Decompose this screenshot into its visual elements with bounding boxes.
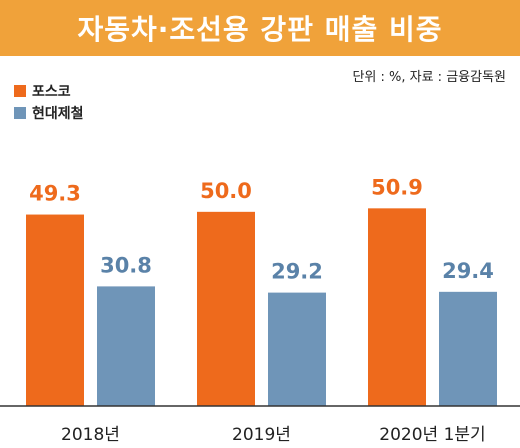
data-label-series2-1: 30.8 [100,253,152,277]
bar-series2-3 [439,291,497,406]
x-tick-label-3: 2020년 1분기 [379,425,485,445]
bar-series1-3 [368,208,426,406]
legend: 포스코 현대제철 [14,80,84,124]
legend-item-posco: 포스코 [14,80,84,102]
x-tick-label-1: 2018년 [61,425,120,445]
legend-item-hyundai: 현대제철 [14,102,84,124]
bar-series2-1 [97,286,155,406]
bar-series1-1 [26,214,84,406]
bar-series2-2 [268,292,326,406]
data-label-series2-3: 29.4 [442,259,494,283]
legend-label-hyundai: 현대제철 [32,106,84,122]
legend-swatch-posco [14,85,26,97]
legend-label-posco: 포스코 [32,84,71,100]
data-label-series1-2: 50.0 [200,179,252,203]
data-label-series2-2: 29.2 [271,260,323,284]
chart-title: 자동차·조선용 강판 매출 비중 [77,13,443,46]
data-label-series1-3: 50.9 [371,175,423,199]
source-note: 단위 : %, 자료 : 금융감독원 [352,70,506,85]
legend-swatch-hyundai [14,107,26,119]
data-label-series1-1: 49.3 [29,182,81,206]
title-bar: 자동차·조선용 강판 매출 비중 [0,0,520,56]
bar-series1-2 [197,211,255,406]
x-tick-label-2: 2019년 [232,425,291,445]
